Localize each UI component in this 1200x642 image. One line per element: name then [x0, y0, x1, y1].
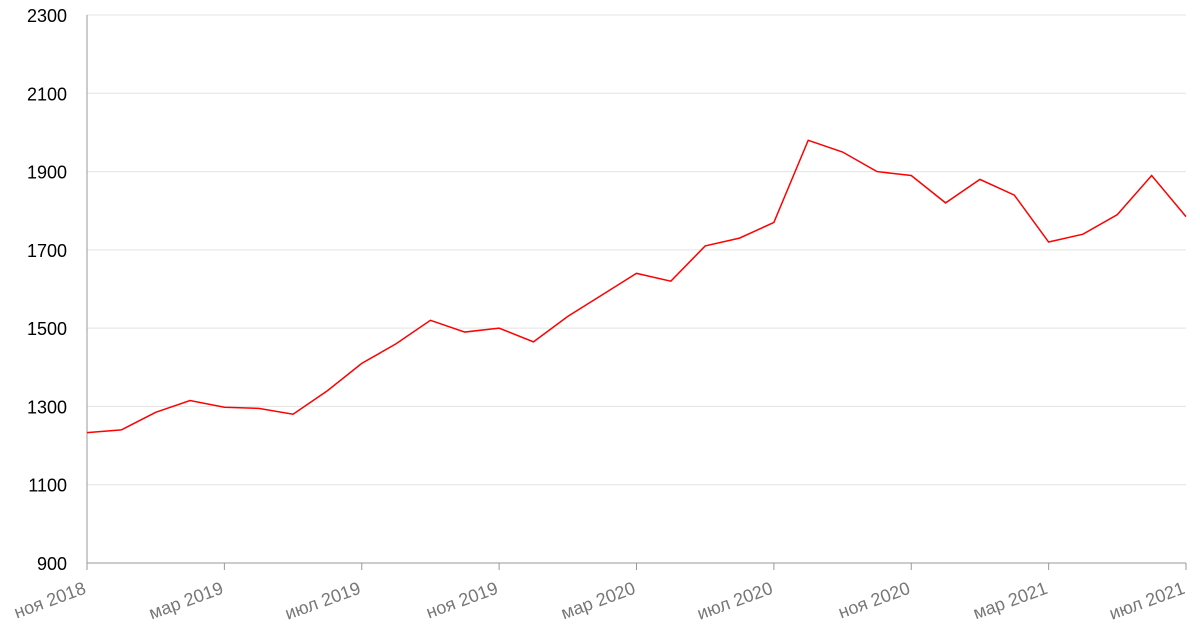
y-tick-label: 2100: [27, 84, 67, 104]
x-tick-label: ноя 2019: [423, 578, 500, 622]
y-tick-label: 1900: [27, 163, 67, 183]
x-tick-label: мар 2020: [558, 578, 638, 623]
y-tick-label: 900: [37, 554, 67, 574]
line: [86, 139, 1187, 434]
x-tick-label: ноя 2018: [11, 578, 88, 622]
x-tick-label: ноя 2020: [836, 578, 913, 622]
x-tick-label: июл 2020: [694, 578, 775, 624]
x-tick-label: июл 2019: [282, 578, 363, 624]
y-tick-label: 1100: [28, 476, 67, 496]
x-tick-label: мар 2021: [970, 578, 1050, 623]
x-tick-label: мар 2019: [146, 578, 226, 623]
y-tick-label: 1500: [27, 319, 67, 339]
y-tick-label: 1700: [27, 241, 67, 261]
x-tick-label: июл 2021: [1107, 578, 1188, 624]
y-tick-label: 2300: [27, 6, 67, 26]
y-tick-label: 1300: [27, 397, 67, 417]
